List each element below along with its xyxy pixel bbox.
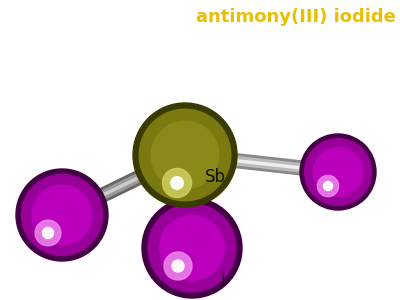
Text: antimony(III) iodide: antimony(III) iodide: [196, 8, 396, 26]
Circle shape: [160, 215, 224, 280]
Circle shape: [151, 121, 219, 189]
Circle shape: [300, 134, 376, 210]
Circle shape: [324, 182, 332, 190]
Text: I: I: [220, 272, 225, 290]
Circle shape: [148, 204, 236, 292]
Circle shape: [172, 260, 184, 272]
Circle shape: [42, 227, 54, 239]
Circle shape: [133, 103, 237, 207]
Text: Sb: Sb: [205, 168, 226, 186]
Circle shape: [164, 252, 192, 280]
Circle shape: [22, 175, 102, 256]
Circle shape: [139, 109, 231, 201]
Circle shape: [304, 139, 372, 206]
Circle shape: [16, 169, 108, 261]
Circle shape: [32, 185, 92, 245]
Circle shape: [171, 177, 183, 189]
Circle shape: [317, 176, 339, 197]
Circle shape: [142, 198, 242, 298]
Circle shape: [35, 220, 61, 246]
Circle shape: [313, 147, 363, 197]
Circle shape: [162, 168, 192, 198]
